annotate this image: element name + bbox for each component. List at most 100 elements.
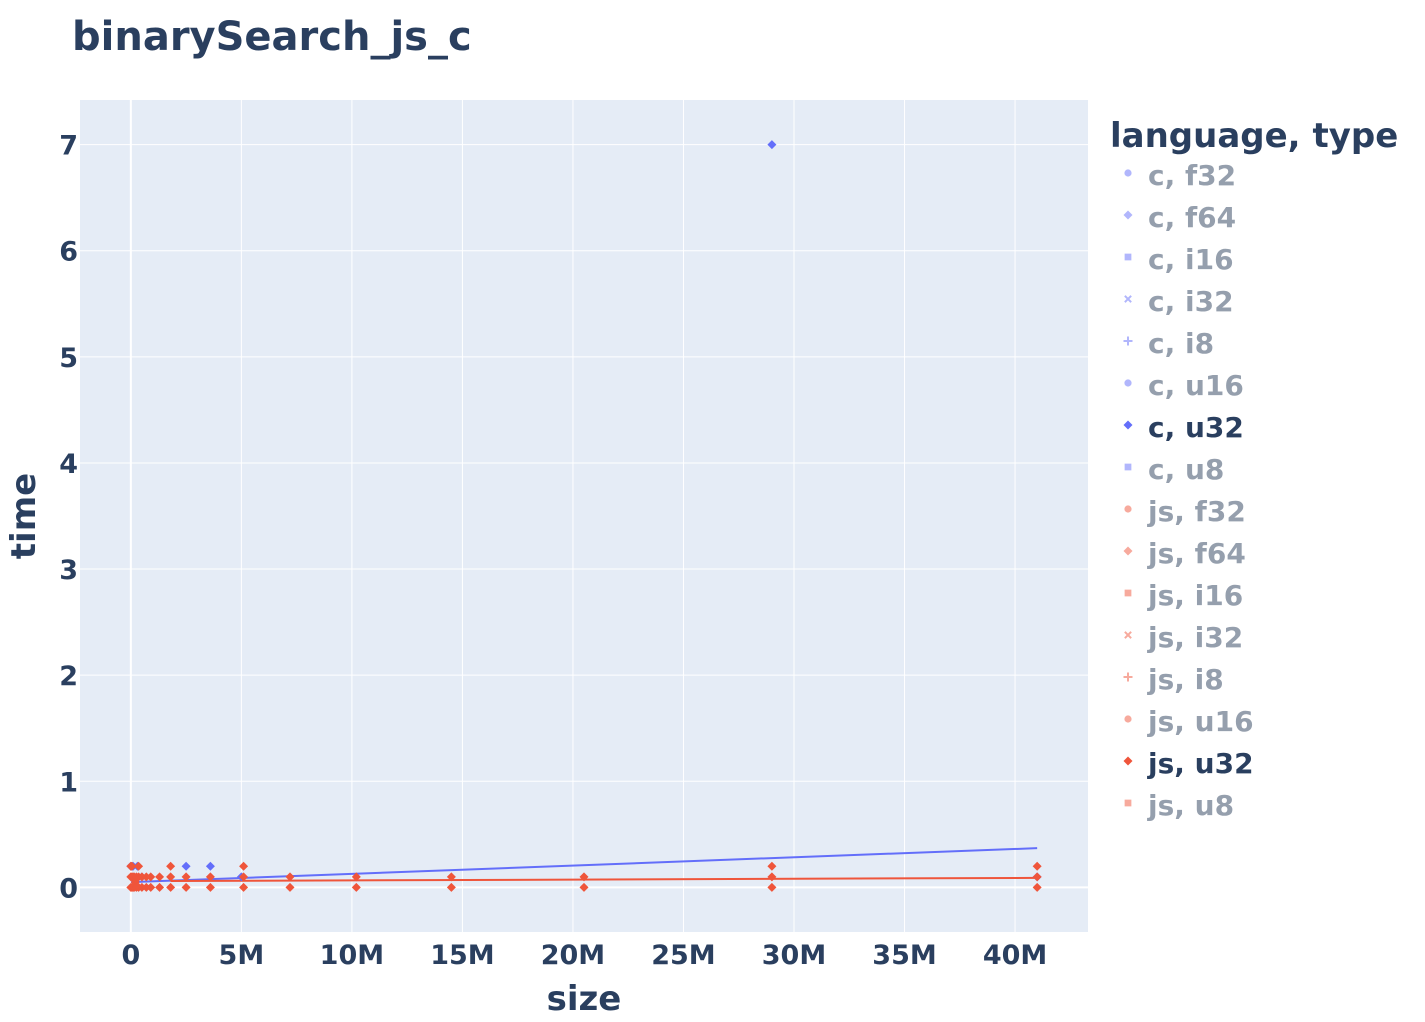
legend-label: js, f64 bbox=[1147, 537, 1246, 570]
data-point-js-u32 bbox=[239, 882, 249, 892]
legend-item-js-i32[interactable]: js, i32 bbox=[1124, 621, 1243, 654]
legend-symbol-icon bbox=[1124, 169, 1132, 177]
data-point-c-u32 bbox=[205, 861, 215, 871]
legend-symbol-icon bbox=[1123, 336, 1133, 346]
y-axis-title: time bbox=[4, 473, 44, 559]
legend-item-c-u32[interactable]: c, u32 bbox=[1123, 411, 1244, 444]
x-tick-label: 5M bbox=[219, 940, 265, 971]
legend-symbol-icon bbox=[1124, 253, 1132, 261]
data-point-js-u32 bbox=[767, 861, 777, 871]
data-point-js-u32 bbox=[205, 872, 215, 882]
data-point-js-u32 bbox=[351, 882, 361, 892]
legend-symbol-icon bbox=[1124, 799, 1132, 807]
legend-symbol-icon bbox=[1123, 420, 1133, 430]
legend-label: js, i8 bbox=[1147, 663, 1224, 696]
legend-item-js-i16[interactable]: js, i16 bbox=[1124, 579, 1244, 612]
x-tick-label: 10M bbox=[320, 940, 384, 971]
legend-item-c-i16[interactable]: c, i16 bbox=[1124, 243, 1234, 276]
data-point-js-u32 bbox=[351, 872, 361, 882]
data-point-js-u32 bbox=[239, 861, 249, 871]
legend-item-js-f64[interactable]: js, f64 bbox=[1123, 537, 1246, 570]
x-tick-label: 25M bbox=[651, 940, 715, 971]
legend-symbol-icon bbox=[1123, 546, 1133, 556]
legend-label: c, i8 bbox=[1148, 327, 1214, 360]
y-tick-label: 1 bbox=[59, 767, 78, 798]
legend-label: c, i16 bbox=[1148, 243, 1234, 276]
legend-label: js, f32 bbox=[1147, 495, 1246, 528]
legend-item-js-u32[interactable]: js, u32 bbox=[1123, 747, 1254, 780]
legend-symbol-icon bbox=[1123, 210, 1133, 220]
legend-label: js, u32 bbox=[1147, 747, 1254, 780]
data-point-js-u32 bbox=[446, 872, 456, 882]
trendline-js-u32 bbox=[170, 876, 1038, 883]
legend-item-c-u16[interactable]: c, u16 bbox=[1124, 369, 1244, 402]
x-tick-label: 30M bbox=[762, 940, 826, 971]
legend-item-c-f32[interactable]: c, f32 bbox=[1124, 159, 1236, 192]
data-point-js-u32 bbox=[127, 861, 137, 871]
x-tick-label: 40M bbox=[983, 940, 1047, 971]
legend-label: js, u8 bbox=[1147, 789, 1234, 822]
y-tick-label: 3 bbox=[59, 555, 78, 586]
y-tick-label: 7 bbox=[59, 131, 78, 162]
y-tick-label: 0 bbox=[59, 873, 78, 904]
legend-item-js-f32[interactable]: js, f32 bbox=[1124, 495, 1246, 528]
data-point-js-u32 bbox=[166, 882, 176, 892]
legend-item-c-u8[interactable]: c, u8 bbox=[1124, 453, 1225, 486]
x-tick-label: 0 bbox=[121, 940, 140, 971]
data-point-js-u32 bbox=[767, 872, 777, 882]
data-point-js-u32 bbox=[446, 882, 456, 892]
legend-label: c, f64 bbox=[1148, 201, 1236, 234]
legend-item-js-u8[interactable]: js, u8 bbox=[1124, 789, 1234, 822]
y-axis-ticks: 0 1 2 3 4 5 6 7 bbox=[59, 131, 78, 905]
legend-item-c-i8[interactable]: c, i8 bbox=[1123, 327, 1215, 360]
data-markers bbox=[126, 140, 1042, 892]
legend-label: js, u16 bbox=[1147, 705, 1254, 738]
x-tick-label: 35M bbox=[872, 940, 936, 971]
legend-label: c, f32 bbox=[1148, 159, 1236, 192]
legend-label: js, i32 bbox=[1147, 621, 1243, 654]
legend-item-c-i32[interactable]: c, i32 bbox=[1124, 285, 1234, 318]
data-point-c-u32 bbox=[767, 140, 777, 150]
x-axis-title: size bbox=[547, 979, 622, 1019]
legend-item-js-u16[interactable]: js, u16 bbox=[1124, 705, 1254, 738]
legend-label: js, i16 bbox=[1147, 579, 1243, 612]
legend-symbol-icon bbox=[1124, 463, 1132, 471]
y-tick-label: 6 bbox=[59, 237, 78, 268]
legend-label: c, u16 bbox=[1148, 369, 1244, 402]
data-point-js-u32 bbox=[285, 882, 295, 892]
legend-symbol-icon bbox=[1124, 379, 1132, 387]
y-tick-label: 5 bbox=[59, 343, 78, 374]
legend-title: language, type bbox=[1110, 116, 1398, 156]
x-axis-ticks: 0 5M 10M 15M 20M 25M 30M 35M 40M bbox=[121, 940, 1047, 971]
data-point-c-u32 bbox=[181, 861, 191, 871]
legend-symbol-icon bbox=[1123, 756, 1133, 766]
data-point-js-u32 bbox=[155, 882, 165, 892]
trendline-c-u32 bbox=[130, 847, 1038, 884]
data-point-js-u32 bbox=[1032, 872, 1042, 882]
legend-item-c-f64[interactable]: c, f64 bbox=[1123, 201, 1237, 234]
data-point-js-u32 bbox=[166, 861, 176, 871]
y-tick-label: 2 bbox=[59, 661, 78, 692]
data-point-js-u32 bbox=[1032, 861, 1042, 871]
legend-symbol-icon bbox=[1124, 295, 1132, 303]
legend-item-js-i8[interactable]: js, i8 bbox=[1123, 663, 1224, 696]
trendlines bbox=[130, 847, 1038, 884]
plot-background bbox=[80, 100, 1088, 932]
data-point-js-u32 bbox=[181, 872, 191, 882]
data-point-js-u32 bbox=[146, 882, 156, 892]
legend-items: c, f32 c, f64 c, i16 c, i32 c, i8 c, u16 c, u3… bbox=[1123, 159, 1254, 822]
y-tick-label: 4 bbox=[59, 449, 78, 480]
data-point-js-u32 bbox=[166, 872, 176, 882]
data-point-js-u32 bbox=[285, 872, 295, 882]
plot-area[interactable] bbox=[80, 100, 1088, 932]
legend-symbol-icon bbox=[1124, 631, 1132, 639]
legend-symbol-icon bbox=[1124, 589, 1132, 597]
data-point-js-u32 bbox=[239, 872, 249, 882]
x-tick-label: 20M bbox=[541, 940, 605, 971]
data-point-js-u32 bbox=[767, 882, 777, 892]
data-point-js-u32 bbox=[155, 872, 165, 882]
legend-label: c, u8 bbox=[1148, 453, 1224, 486]
data-point-js-u32 bbox=[134, 861, 144, 871]
